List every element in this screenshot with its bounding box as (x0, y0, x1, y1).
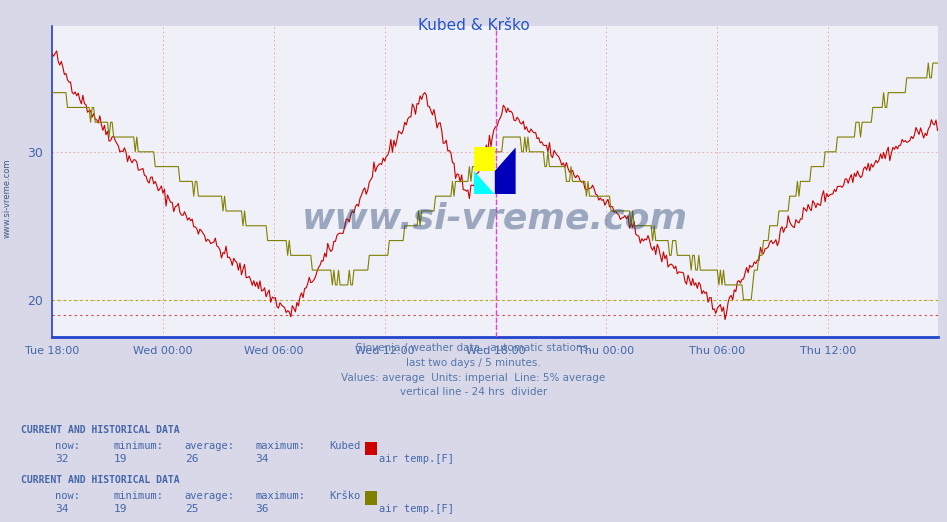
Polygon shape (474, 171, 495, 195)
Text: last two days / 5 minutes.: last two days / 5 minutes. (406, 358, 541, 368)
Polygon shape (495, 148, 516, 195)
Text: 36: 36 (256, 504, 269, 514)
Text: minimum:: minimum: (114, 491, 164, 501)
Text: maximum:: maximum: (256, 441, 306, 451)
Text: average:: average: (185, 491, 235, 501)
Text: 19: 19 (114, 504, 127, 514)
Text: air temp.[F]: air temp.[F] (379, 504, 454, 514)
Text: maximum:: maximum: (256, 491, 306, 501)
Text: air temp.[F]: air temp.[F] (379, 454, 454, 464)
Text: now:: now: (55, 441, 80, 451)
Text: Values: average  Units: imperial  Line: 5% average: Values: average Units: imperial Line: 5%… (341, 373, 606, 383)
Text: www.si-vreme.com: www.si-vreme.com (302, 201, 688, 235)
Text: 34: 34 (256, 454, 269, 464)
Text: Slovenia / weather data - automatic stations.: Slovenia / weather data - automatic stat… (356, 343, 591, 353)
Text: 25: 25 (185, 504, 198, 514)
Text: average:: average: (185, 441, 235, 451)
Text: CURRENT AND HISTORICAL DATA: CURRENT AND HISTORICAL DATA (21, 425, 180, 435)
Text: 19: 19 (114, 454, 127, 464)
Text: Kubed: Kubed (330, 441, 361, 451)
Text: Kubed & Krško: Kubed & Krško (418, 18, 529, 33)
Text: CURRENT AND HISTORICAL DATA: CURRENT AND HISTORICAL DATA (21, 475, 180, 485)
Text: 26: 26 (185, 454, 198, 464)
Text: Krško: Krško (330, 491, 361, 501)
Text: vertical line - 24 hrs  divider: vertical line - 24 hrs divider (400, 387, 547, 397)
Text: 32: 32 (55, 454, 68, 464)
Text: www.si-vreme.com: www.si-vreme.com (3, 159, 12, 238)
Text: 34: 34 (55, 504, 68, 514)
Bar (474, 148, 495, 171)
Text: minimum:: minimum: (114, 441, 164, 451)
Text: now:: now: (55, 491, 80, 501)
